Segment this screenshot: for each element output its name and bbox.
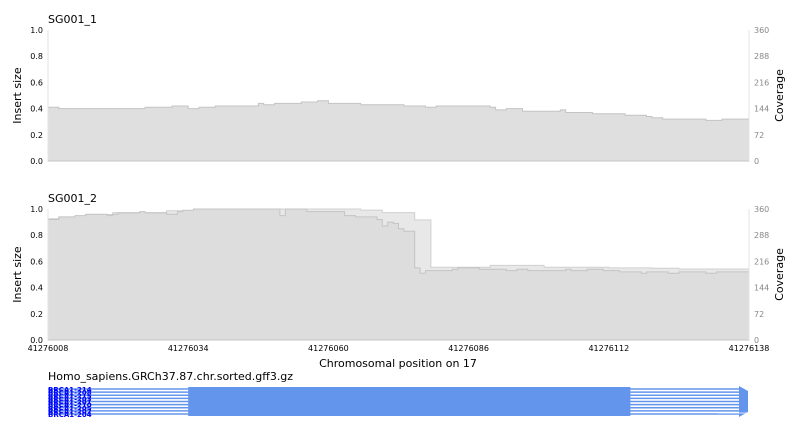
y-axis-label: Insert size — [11, 67, 24, 124]
y-tick-label: 0.8 — [30, 52, 43, 61]
y2-tick-label: 360 — [754, 26, 769, 35]
y2-tick-label: 0 — [754, 157, 759, 166]
y-tick-label: 0.0 — [30, 336, 43, 345]
x-tick-label: 41276008 — [28, 344, 69, 353]
y2-tick-label: 216 — [754, 78, 769, 87]
x-tick-label: 41276060 — [308, 344, 349, 353]
y2-tick-label: 288 — [754, 231, 769, 240]
panel-title: SG001_1 — [48, 13, 97, 26]
panel-sg001-1: SG001_1 0.0 0.2 0.4 0.6 0.8 1.0 0 72 144 216 288 360… — [11, 13, 786, 166]
y2-tick-label: 144 — [754, 284, 769, 293]
x-tick-label: 41276138 — [729, 344, 770, 353]
y-tick-label: 0.8 — [30, 231, 43, 240]
y2-tick-label: 144 — [754, 105, 769, 114]
y2-axis-label: Coverage — [773, 69, 786, 122]
x-tick-label: 41276112 — [588, 344, 629, 353]
y-tick-label: 0.6 — [30, 257, 43, 266]
insert-size-area — [47, 208, 750, 341]
annotation-track: Homo_sapiens.GRCh37.87.chr.sorted.gff3.g… — [48, 370, 748, 419]
y2-tick-label: 0 — [754, 336, 759, 345]
x-axis-label: Chromosomal position on 17 — [319, 357, 477, 370]
track-title: Homo_sapiens.GRCh37.87.chr.sorted.gff3.g… — [48, 370, 293, 383]
transcript-label: BRCA1-215 — [48, 392, 92, 400]
exon-block — [188, 387, 631, 416]
y-tick-label: 1.0 — [30, 26, 43, 35]
panel-sg001-2: SG001_2 0.0 0.2 0.4 0.6 0.8 1.0 0 72 144 216 288 360… — [11, 192, 786, 353]
y2-axis-label: Coverage — [773, 248, 786, 301]
y2-tick-label: 216 — [754, 257, 769, 266]
y2-tick-label: 360 — [754, 205, 769, 214]
y-axis-label: Insert size — [11, 246, 24, 303]
y-tick-label: 0.6 — [30, 78, 43, 87]
y-tick-label: 0.4 — [30, 105, 43, 114]
x-tick-label: 41276034 — [168, 344, 209, 353]
transcript-label: BRCA1-201 — [48, 399, 92, 407]
x-tick-label: 41276086 — [448, 344, 489, 353]
y-tick-label: 0.2 — [30, 310, 43, 319]
y2-tick-label: 288 — [754, 52, 769, 61]
y-tick-label: 1.0 — [30, 205, 43, 214]
y2-tick-label: 72 — [754, 310, 764, 319]
transcript-label: BRCA1-210 — [48, 402, 92, 410]
insert-size-area — [47, 100, 750, 162]
transcript-label: BRCA1-205 — [48, 405, 92, 413]
transcript-label: BRCA1-214 — [48, 386, 92, 394]
y-tick-label: 0.0 — [30, 157, 43, 166]
strand-arrow — [739, 386, 748, 417]
y-tick-label: 0.4 — [30, 284, 43, 293]
y-tick-label: 0.2 — [30, 131, 43, 140]
transcript-label: BRCA1-203 — [48, 395, 92, 403]
transcript-label: BRCA1-208 — [48, 389, 92, 397]
transcript-label: BRCA1-204 — [48, 411, 92, 419]
transcript-label: BRCA1-202 — [48, 408, 92, 416]
y2-tick-label: 72 — [754, 131, 764, 140]
panel-title: SG001_2 — [48, 192, 97, 205]
